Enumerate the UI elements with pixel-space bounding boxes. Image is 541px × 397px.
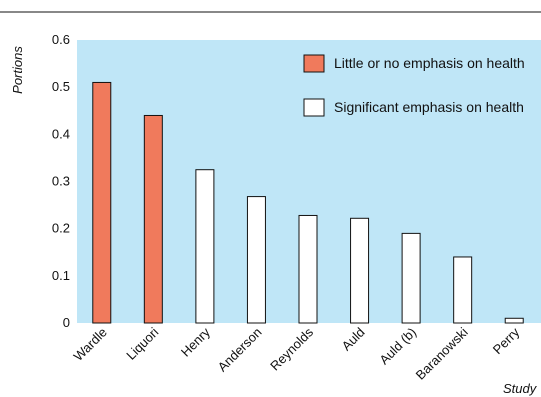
x-tick-label: Wardle [71,325,110,364]
legend-swatch-significant-emphasis [303,98,325,117]
legend-label-little-emphasis: Little or no emphasis on health [334,55,525,71]
y-tick-label: 0.5 [52,79,70,94]
bar-anderson [246,196,266,324]
bar-baranowski [453,256,473,324]
bar-auld-b [401,232,421,324]
bar-perry [504,317,524,324]
bar-henry [195,169,215,324]
x-tick-label: Auld (b) [376,325,419,368]
x-tick-label: Anderson [215,325,265,375]
bar-liquori [143,114,163,324]
x-axis-title: Study [503,381,538,396]
x-tick-label: Perry [490,324,523,357]
x-tick-label: Baranowski [413,324,471,382]
y-tick-label: 0.3 [52,174,70,189]
bar-auld [350,217,370,324]
y-axis-ticks: 0 0.1 0.2 0.3 0.4 0.5 0.6 [52,32,70,330]
x-tick-label: Henry [178,324,213,359]
y-tick-label: 0.1 [52,268,70,283]
x-tick-label: Auld [339,325,368,354]
bars-layer [92,81,524,324]
bar-reynolds [298,214,318,324]
x-tick-label: Reynolds [267,324,316,373]
y-tick-label: 0.6 [52,32,70,47]
legend-swatch-little-emphasis [303,54,325,73]
legend: Little or no emphasis on health Significa… [303,54,525,117]
y-tick-label: 0 [63,315,70,330]
y-tick-label: 0.4 [52,126,70,141]
x-tick-label: Liquori [123,324,161,362]
legend-label-significant-emphasis: Significant emphasis on health [334,99,524,115]
x-axis-labels: Wardle Liquori Henry Anderson Reynolds Auld Au… [71,324,523,382]
y-tick-label: 0.2 [52,221,70,236]
bar-wardle [92,81,112,324]
y-axis-title: Portions [10,46,25,94]
